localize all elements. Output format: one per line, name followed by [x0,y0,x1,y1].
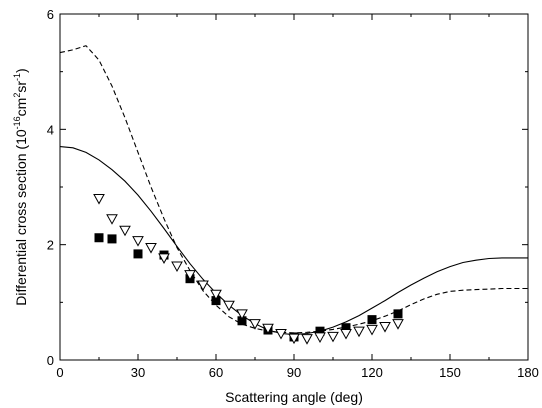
triangle-point [366,324,378,336]
triangle-point [262,323,274,335]
triangle-point [197,280,209,292]
triangle-point [353,326,365,338]
triangle-point [145,243,157,254]
x-tick-label: 60 [209,365,223,380]
y-label-unit1-exp: 2 [12,93,22,98]
square-point [107,234,117,244]
y-label-unit2-exp: -1 [12,73,22,81]
x-tick-label: 180 [517,365,539,380]
triangle-point [236,309,248,320]
axis-ticks: 0 30 60 90 120 150 180 0 2 4 6 [47,7,539,380]
y-axis-label: Differential cross section (10-16cm2sr-1… [12,68,29,305]
x-tick-label: 120 [361,365,383,380]
triangle-point [392,319,404,330]
y-tick-label: 4 [47,122,54,137]
triangle-point [158,253,170,264]
triangle-point [249,319,261,330]
series-layer [59,45,528,345]
triangle-point [119,225,131,237]
x-tick-label: 90 [287,365,301,380]
y-label-prefix: Differential cross section (10 [13,129,29,306]
y-tick-label: 2 [47,238,54,253]
dashed-curve [59,45,528,334]
x-tick-label: 150 [439,365,461,380]
y-label-unit2: sr [13,81,29,93]
square-point [341,323,351,333]
x-axis-label: Scattering angle (deg) [225,389,363,405]
solid-curve [59,146,528,336]
x-tick-label: 30 [131,365,145,380]
y-tick-label: 0 [47,353,54,368]
triangle-point [327,331,339,343]
triangle-point [379,322,391,333]
triangle-point [223,300,235,312]
square-point [211,296,221,306]
triangle-point [106,214,118,225]
triangle-point [314,332,326,343]
triangle-point [184,270,196,281]
triangle-point [340,328,352,340]
square-point [94,233,104,243]
square-point [237,316,247,326]
square-point [393,309,403,319]
y-label-suffix: ) [13,68,29,73]
square-point [367,315,377,325]
triangle-point [132,236,144,247]
triangle-point [171,261,183,273]
triangle-point [93,194,105,205]
triangle-point [210,289,222,301]
triangle-point [288,333,300,345]
square-point [133,249,143,259]
x-tick-label: 0 [56,365,63,380]
y-label-unit1: cm [13,98,29,117]
triangle-point [301,334,313,345]
triangle-point [275,328,287,340]
y-tick-label: 6 [47,7,54,22]
y-label-exp: -16 [12,116,22,129]
square-point [315,326,325,336]
